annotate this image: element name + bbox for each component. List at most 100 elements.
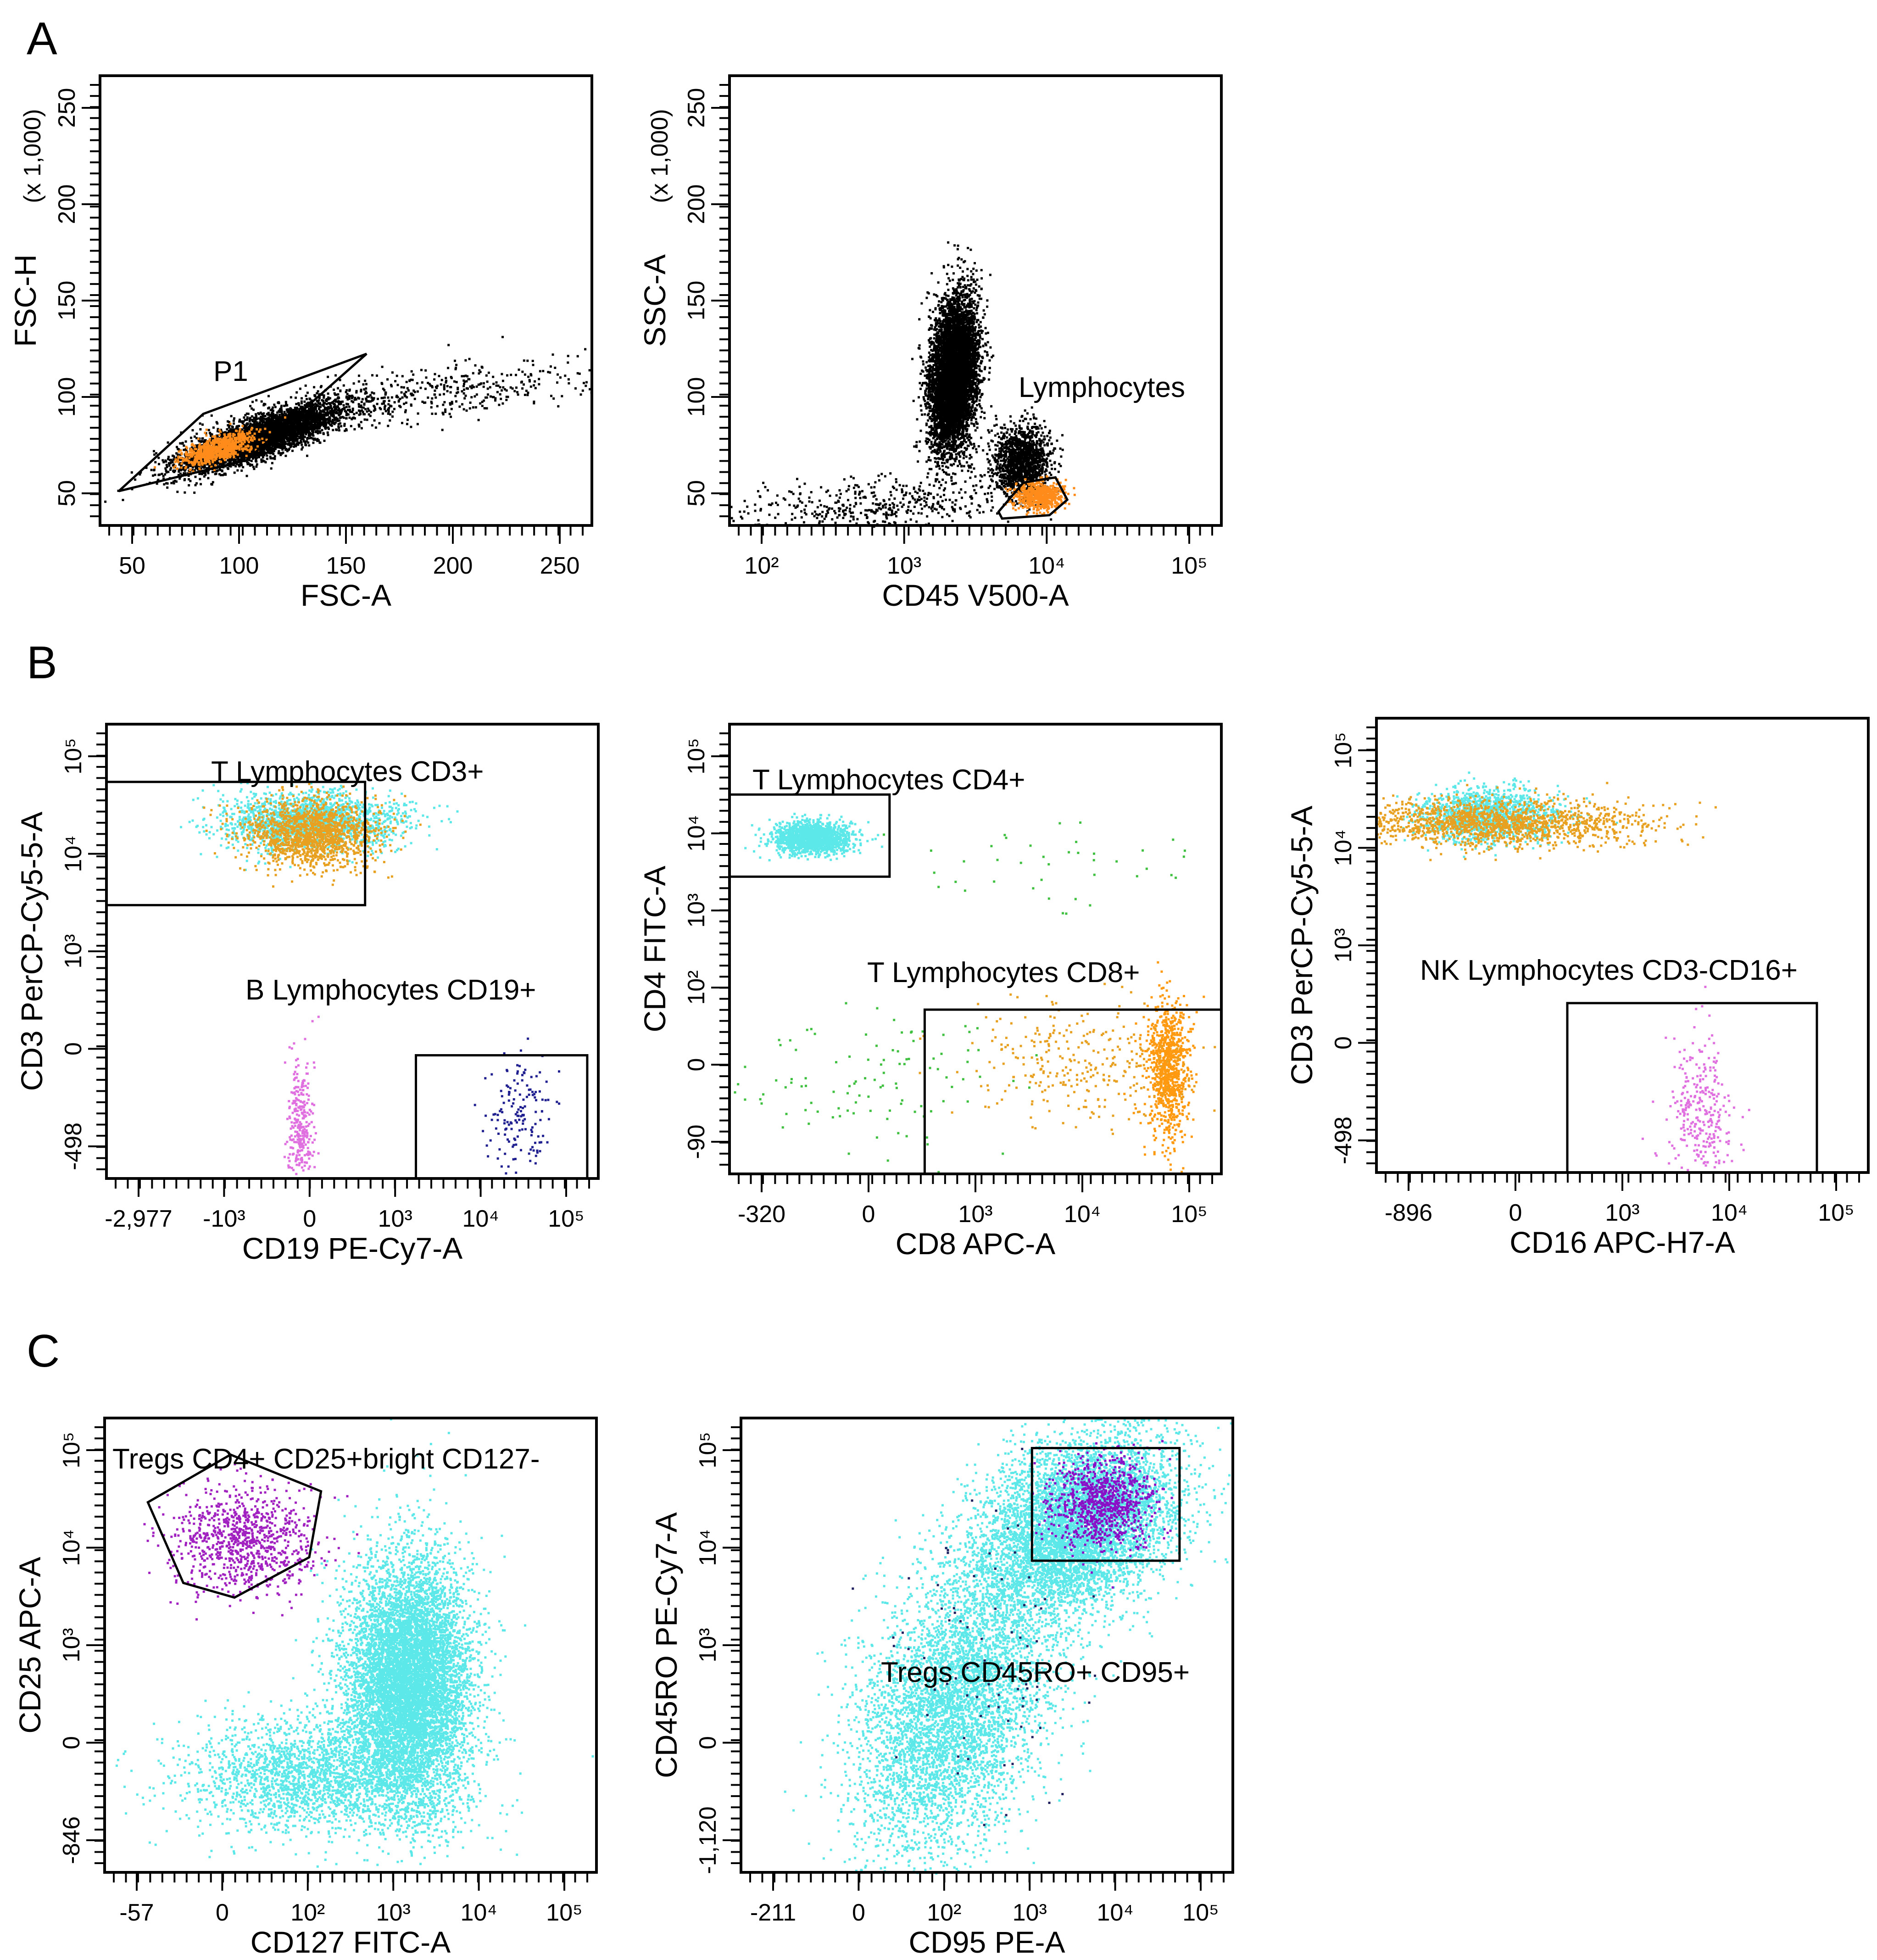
gate-label-lymphocytes: Lymphocytes (1019, 372, 1185, 403)
x-tick-label: 10³ (1013, 1899, 1047, 1926)
x-tick-label: 10⁴ (462, 1206, 499, 1232)
x-tick-label: 10³ (887, 553, 921, 579)
x-tick-label: 150 (326, 553, 366, 579)
x-tick-label: -57 (119, 1899, 154, 1926)
x-tick-label: 10⁴ (461, 1899, 497, 1926)
x-tick-label: 10⁵ (546, 1899, 582, 1926)
population-gated (154, 416, 286, 475)
y-tick-label: -498 (1330, 1117, 1357, 1164)
x-tick-label: 10³ (1605, 1200, 1639, 1226)
x-tick-label: 10⁴ (1711, 1200, 1748, 1226)
y-tick-label: 10⁴ (695, 1529, 721, 1566)
population-cd8-bright (1123, 961, 1205, 1173)
plot-3: T Lymphocytes CD4+ T Lymphocytes CD8+ -320… (638, 723, 1223, 1261)
x-tick-label: -320 (738, 1201, 785, 1228)
x-tick-label: 10⁵ (1171, 1201, 1207, 1228)
gate-lymphocytes[interactable] (997, 476, 1069, 520)
x-tick-label: 10⁵ (1818, 1200, 1854, 1226)
y-tick-label: 200 (683, 184, 710, 224)
y-tick-label: 0 (683, 1058, 710, 1072)
gate-tregs-cd45ro-cd95[interactable] (1030, 1446, 1181, 1562)
y-tick-label: 0 (60, 1042, 87, 1055)
population-b (473, 1037, 561, 1175)
x-axis-label: CD16 APC-H7-A (1509, 1225, 1735, 1259)
y-tick-label: 50 (54, 480, 80, 507)
plot-frame (1375, 717, 1870, 1174)
gate-b-cd19[interactable] (415, 1054, 589, 1180)
y-tick-label: 10⁵ (60, 738, 87, 774)
y-tick-label: 10⁵ (1330, 732, 1357, 768)
gate-cd8[interactable] (923, 1008, 1223, 1175)
gate-P1[interactable] (118, 352, 368, 492)
x-axis-label: CD127 FITC-A (251, 1925, 451, 1959)
gate-t-cd3[interactable] (105, 781, 367, 906)
gate-label-nk: NK Lymphocytes CD3-CD16+ (1420, 955, 1798, 986)
y-tick-label: 10⁵ (695, 1432, 721, 1468)
y-tick-label: 10⁴ (1330, 829, 1357, 866)
y-axis-label: CD3 PerCP-Cy5-5-A (15, 812, 49, 1091)
x-tick-label: 0 (1509, 1200, 1522, 1226)
population-tail (153, 335, 593, 456)
x-tick-label: -211 (750, 1899, 796, 1926)
gate-label-cd8: T Lymphocytes CD8+ (867, 957, 1140, 988)
y-tick-label: 250 (54, 88, 80, 128)
plot-0: P1 50 100 150 200 250 50 100 150 200 250 FSC-A FSC-H… (8, 74, 593, 612)
x-tick-label: -10³ (203, 1206, 245, 1232)
population-monocytes (961, 406, 1064, 523)
plot-frame (105, 723, 600, 1180)
gate-cd4[interactable] (728, 793, 891, 878)
x-axis-label: CD95 PE-A (908, 1925, 1065, 1959)
y-tick-label: 100 (54, 377, 80, 417)
x-axis-label: FSC-A (301, 578, 391, 612)
x-tick-label: 0 (852, 1899, 865, 1926)
population-dn (734, 1002, 1038, 1173)
y-tick-label: -90 (683, 1124, 710, 1159)
y-axis-label: SSC-A (638, 254, 672, 347)
gate-label-tregs-cd45ro-cd95: Tregs CD45RO+ CD95+ (881, 1657, 1190, 1688)
y-tick-label: 10³ (1330, 928, 1357, 962)
x-tick-label: -2,977 (105, 1206, 172, 1232)
population-cd8 (203, 782, 422, 888)
y-tick-label: 10⁵ (683, 738, 710, 774)
gate-label-P1: P1 (213, 356, 248, 387)
y-tick-label: 10³ (58, 1628, 85, 1662)
y-axis-label: FSC-H (8, 254, 42, 347)
x-tick-label: 10² (290, 1899, 325, 1926)
population-transition (883, 821, 1186, 915)
y-axis-scale: (x 1,000) (646, 109, 673, 203)
y-tick-label: -846 (58, 1816, 85, 1864)
y-tick-label: 0 (1330, 1036, 1357, 1050)
y-axis-label: CD45RO PE-Cy7-A (649, 1512, 683, 1778)
x-tick-label: 0 (216, 1899, 229, 1926)
y-tick-label: 50 (683, 480, 710, 507)
y-tick-label: 0 (58, 1736, 85, 1749)
y-axis-scale: (x 1,000) (19, 109, 46, 203)
population-nk (1641, 986, 1750, 1175)
x-tick-label: 10⁴ (1097, 1899, 1134, 1926)
panel-letter-a: A (27, 13, 57, 64)
x-tick-label: 10⁴ (1028, 553, 1065, 579)
y-tick-label: 10³ (60, 934, 87, 968)
y-tick-label: 10² (683, 970, 710, 1005)
gate-nk[interactable] (1566, 1002, 1818, 1174)
y-tick-label: 0 (695, 1736, 721, 1749)
gate-label-b-cd19: B Lymphocytes CD19+ (245, 974, 536, 1006)
panel-letter-c: C (27, 1325, 60, 1377)
population-cd4-lower (784, 1450, 1149, 1875)
population-nk (284, 1016, 320, 1180)
y-tick-label: -498 (60, 1122, 87, 1170)
y-tick-label: 10³ (683, 893, 710, 927)
y-tick-label: 10⁵ (58, 1432, 85, 1468)
population-tregs (143, 1463, 360, 1621)
x-tick-label: 200 (433, 553, 473, 579)
x-tick-label: 50 (119, 553, 145, 579)
y-tick-label: 200 (54, 184, 80, 224)
y-tick-label: 10⁴ (60, 835, 87, 872)
population-cd4-main (295, 1418, 526, 1866)
x-axis-label: CD8 APC-A (896, 1227, 1055, 1261)
y-tick-label: -1,120 (695, 1806, 721, 1874)
x-tick-label: 10⁴ (1064, 1201, 1101, 1228)
x-tick-label: 100 (219, 553, 259, 579)
gate-tregs[interactable] (146, 1453, 323, 1599)
